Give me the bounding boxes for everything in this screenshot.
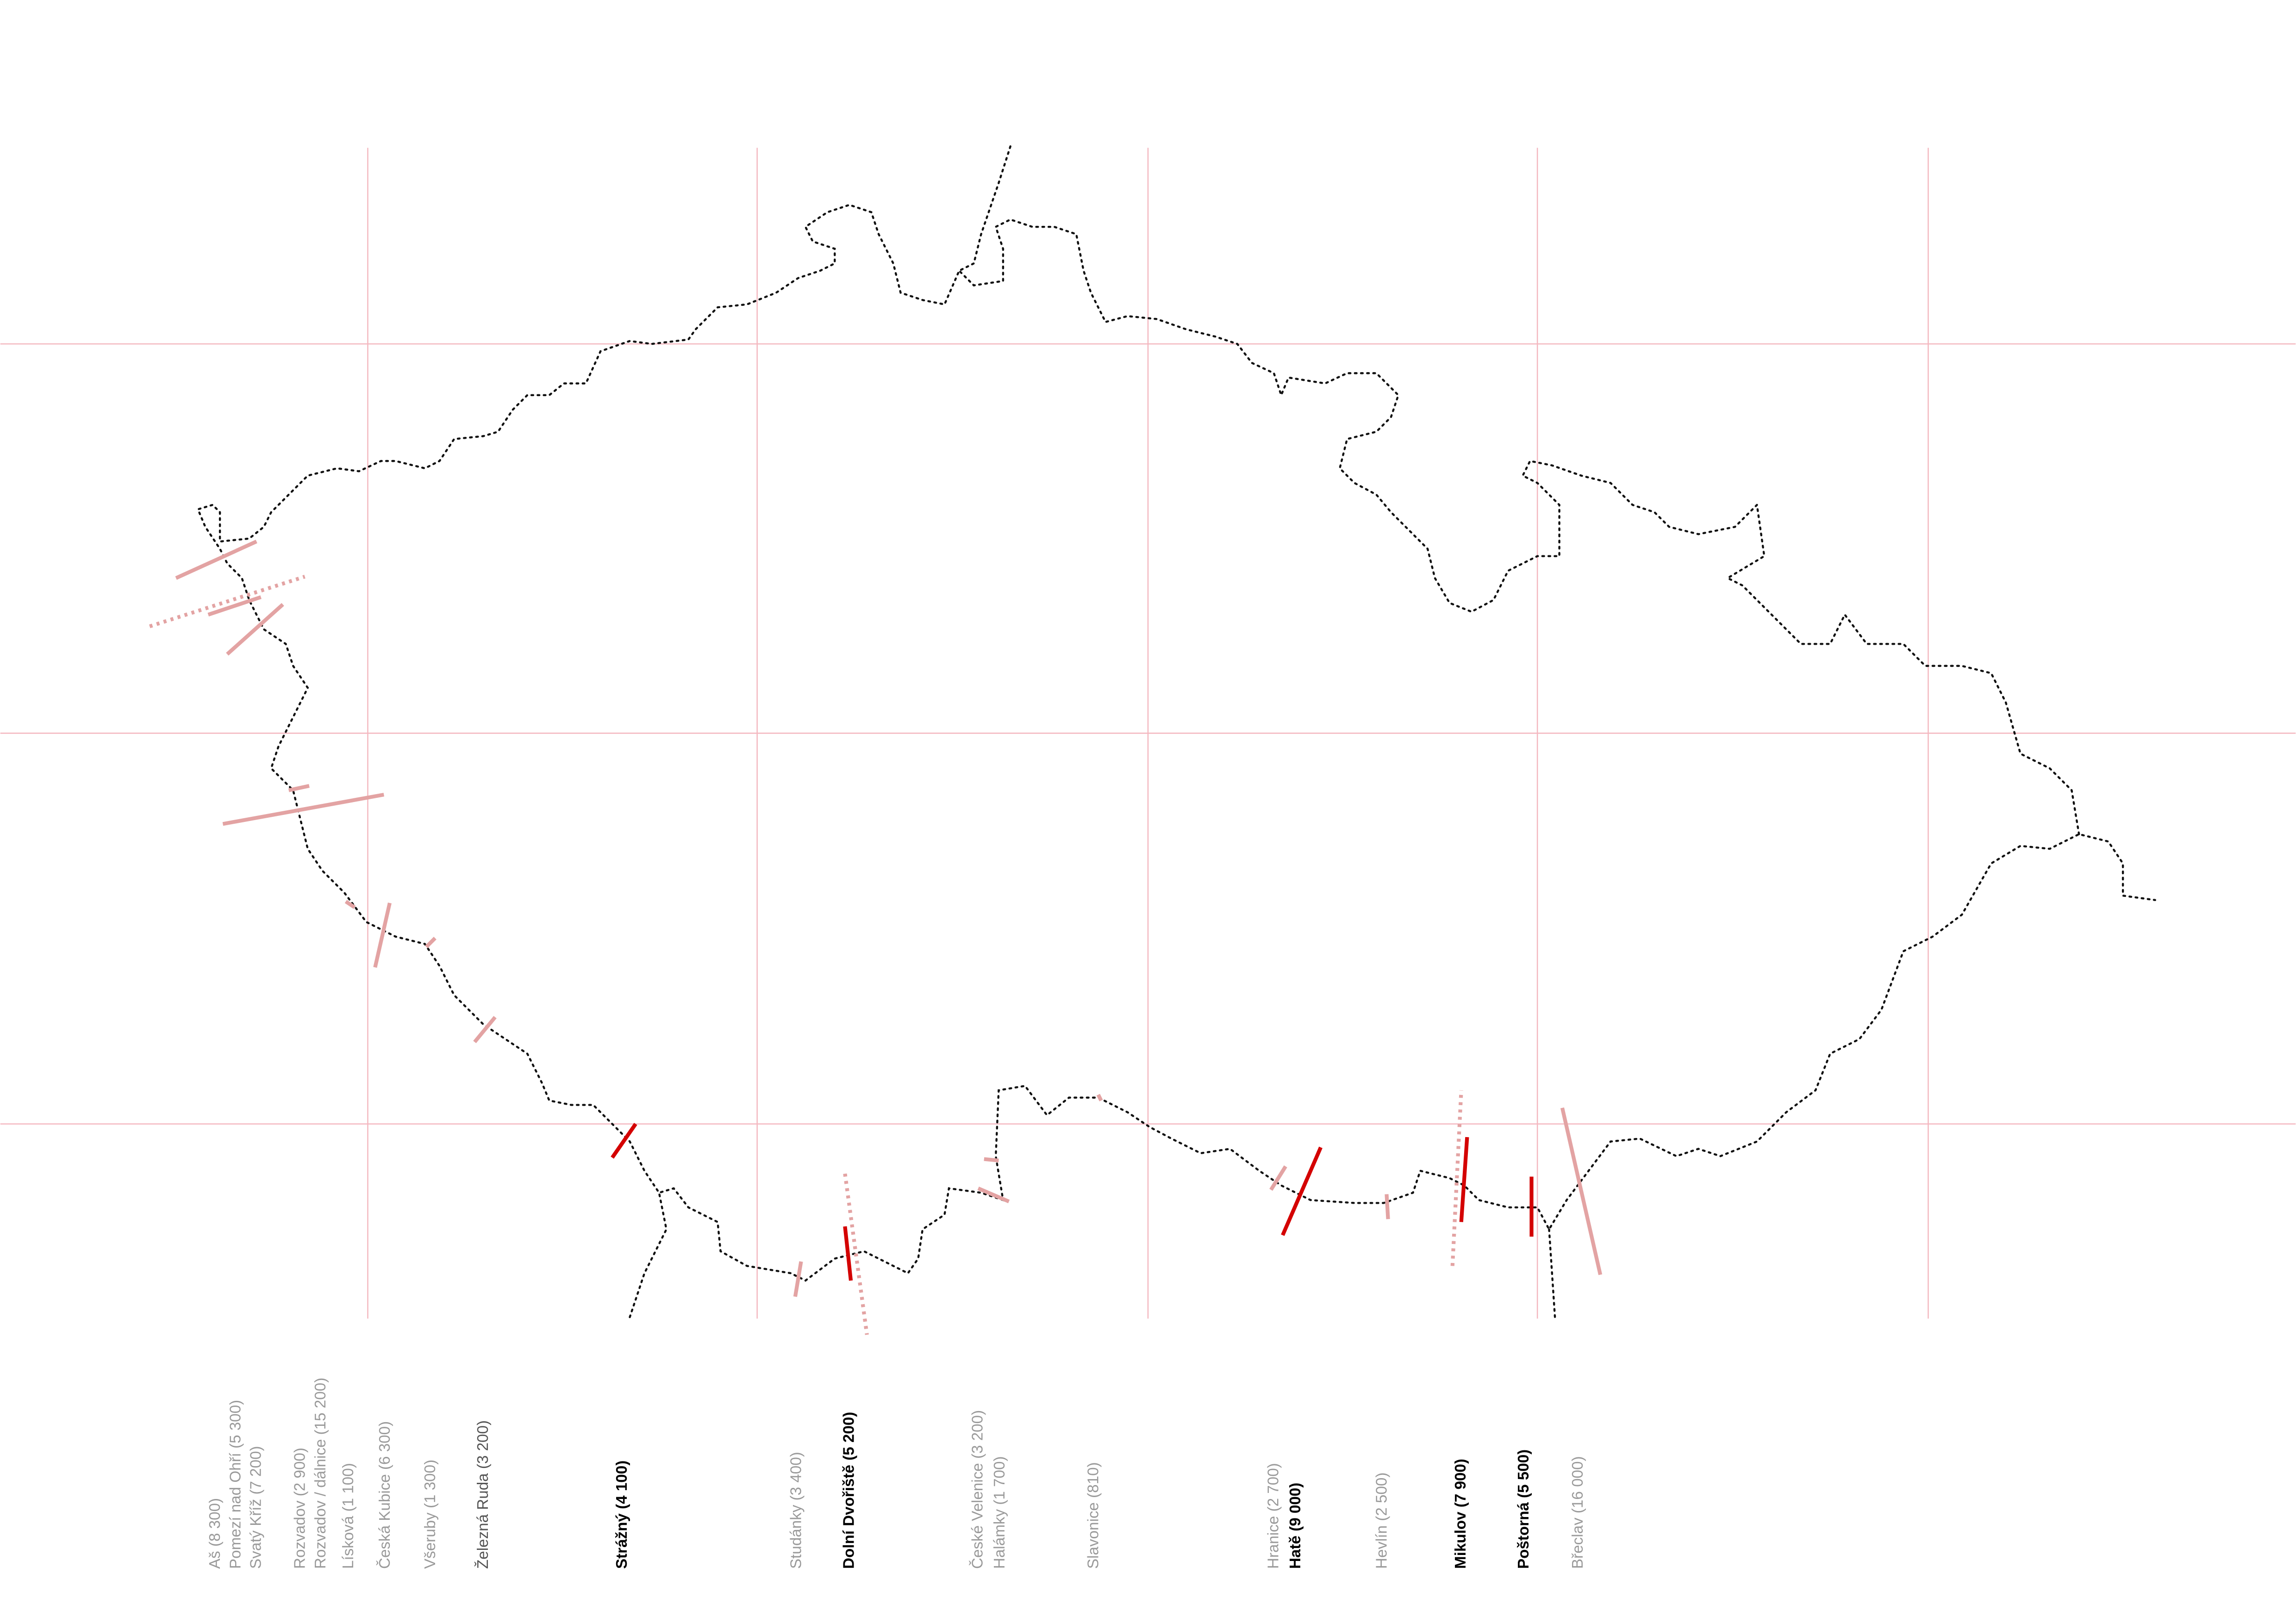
crossing-label: Halámky (1 700): [991, 1456, 1008, 1569]
crossing-label: České Velenice (3 200): [969, 1410, 986, 1569]
crossing-label: Česká Kubice (6 300): [376, 1421, 393, 1569]
crossing-label: Dolní Dvořiště (5 200): [840, 1412, 857, 1569]
crossing-label: Všeruby (1 300): [422, 1460, 439, 1569]
crossing-label: Břeclav (16 000): [1569, 1456, 1586, 1569]
border: [196, 145, 2156, 1318]
crossing-label: Studánky (3 400): [788, 1452, 805, 1569]
crossing-label: Hranice (2 700): [1265, 1463, 1282, 1569]
crossing-label: Rozvadov / dálnice (15 200): [312, 1378, 329, 1569]
grid: [0, 148, 2296, 1319]
crossing-label: Poštorná (5 500): [1515, 1449, 1532, 1569]
crossing-label: Lísková (1 100): [340, 1463, 357, 1569]
crossing-label: Mikulov (7 900): [1452, 1459, 1469, 1569]
crossing-label: Slavonice (810): [1085, 1462, 1102, 1569]
crossing-label: Rozvadov (2 900): [292, 1448, 309, 1569]
crossing-label: Svatý Kříž (7 200): [248, 1446, 265, 1569]
crossing-labels: Aš (8 300) Pomezí nad Ohří (5 300) Svatý K…: [206, 1378, 1586, 1569]
crossing-label: Hevlín (2 500): [1373, 1473, 1390, 1569]
crossing-label: Aš (8 300): [206, 1498, 224, 1569]
crossing-label: Železná Ruda (3 200): [474, 1420, 492, 1569]
crossing-label: Hatě (9 000): [1287, 1483, 1304, 1569]
crossing-markers: [149, 540, 1603, 1335]
crossing-label: Pomezí nad Ohří (5 300): [227, 1400, 244, 1569]
crossing-label: Strážný (4 100): [613, 1461, 630, 1569]
